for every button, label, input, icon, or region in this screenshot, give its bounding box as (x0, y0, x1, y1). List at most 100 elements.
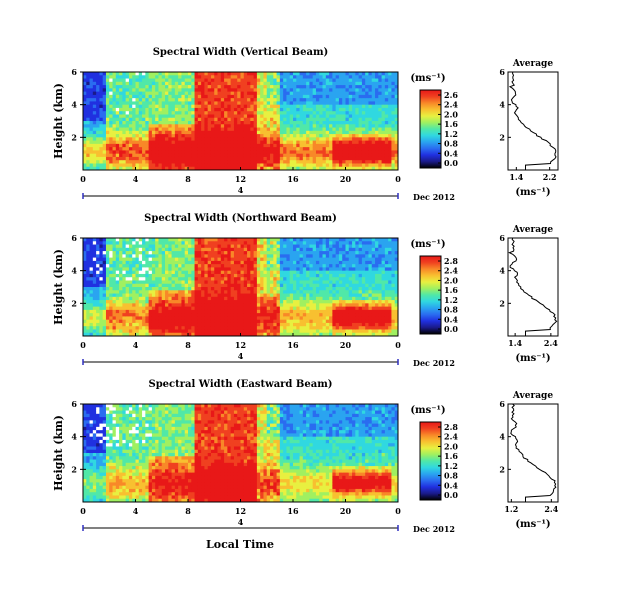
heatmap-cell (171, 150, 176, 155)
heatmap-cell (355, 153, 360, 158)
heatmap-cell (279, 127, 284, 132)
heatmap-cell (201, 91, 205, 96)
heatmap-cell (365, 127, 369, 132)
heatmap-cell (112, 88, 117, 92)
heatmap-cell (250, 316, 255, 321)
heatmap-cell (214, 81, 218, 86)
heatmap-cell (332, 150, 337, 155)
heatmap-cell (194, 326, 199, 330)
heatmap-cell (207, 134, 212, 138)
heatmap-cell (115, 280, 120, 285)
heatmap-cell (378, 85, 382, 89)
heatmap-cell (270, 273, 274, 278)
heatmap-cell (184, 91, 189, 96)
heatmap-cell (171, 306, 176, 311)
heatmap-cell (214, 153, 218, 158)
heatmap-cell (289, 273, 294, 278)
heatmap-cell (135, 104, 140, 109)
heatmap-cell (293, 98, 297, 102)
heatmap-cell (210, 160, 215, 164)
heatmap-cell (148, 260, 153, 265)
heatmap-cell (391, 130, 396, 135)
heatmap-cell (112, 303, 117, 307)
heatmap-cell (96, 238, 100, 242)
heatmap-cell (289, 306, 294, 311)
heatmap-cell (348, 150, 353, 155)
heatmap-cell (168, 72, 172, 76)
heatmap-cell (201, 254, 205, 258)
heatmap-cell (283, 316, 287, 321)
heatmap-cell (270, 270, 274, 275)
heatmap-cell (148, 111, 153, 115)
heatmap-cell (109, 329, 113, 334)
heatmap-cell (256, 296, 261, 301)
heatmap-cell (329, 85, 333, 89)
heatmap-cell (240, 329, 245, 334)
heatmap-cell (279, 238, 284, 242)
heatmap-cell (178, 267, 182, 272)
heatmap-cell (184, 306, 189, 311)
heatmap-cell (273, 329, 277, 334)
heatmap-cell (375, 153, 379, 158)
heatmap-cell (260, 98, 264, 102)
heatmap-cell (132, 293, 136, 298)
heatmap-cell (243, 134, 248, 138)
heatmap-cell (112, 98, 117, 102)
heatmap-cell (299, 75, 304, 79)
heatmap-cell (138, 143, 143, 148)
heatmap-cell (122, 163, 127, 168)
heatmap-cell (165, 85, 169, 89)
heatmap-cell (210, 81, 215, 86)
heatmap-cell (345, 143, 350, 148)
heatmap-cell (112, 124, 117, 128)
heatmap-cell (217, 309, 222, 314)
heatmap-cell (184, 160, 189, 164)
heatmap-cell (119, 326, 123, 330)
heatmap-cell (309, 143, 314, 148)
heatmap-cell (125, 166, 130, 171)
heatmap-cell (315, 140, 320, 145)
heatmap-cell (253, 270, 258, 275)
heatmap-cell (335, 85, 340, 89)
heatmap-cell (151, 283, 156, 288)
heatmap-cell (243, 277, 248, 281)
heatmap-cell (256, 101, 261, 106)
heatmap-cell (168, 117, 172, 122)
heatmap-cell (207, 280, 212, 285)
heatmap-cell (214, 143, 218, 148)
heatmap-cell (309, 107, 314, 112)
heatmap-cell (109, 290, 113, 294)
heatmap-cell (207, 238, 212, 242)
heatmap-cell (384, 143, 389, 148)
heatmap-cell (83, 85, 87, 89)
heatmap-cell (115, 130, 120, 135)
heatmap-cell (86, 241, 90, 245)
heatmap-cell (227, 91, 232, 96)
heatmap-cell (168, 277, 172, 281)
heatmap-cell (243, 241, 248, 245)
heatmap-cell (283, 98, 287, 102)
heatmap-cell (381, 75, 386, 79)
heatmap-cell (266, 94, 271, 99)
heatmap-cell (96, 290, 100, 294)
heatmap-cell (86, 264, 90, 268)
heatmap-cell (155, 257, 159, 262)
heatmap-cell (256, 329, 261, 334)
heatmap-cell (115, 98, 120, 102)
heatmap-cell (181, 107, 186, 112)
heatmap-cell (155, 329, 159, 334)
heatmap-cell (355, 104, 360, 109)
heatmap-cell (151, 332, 156, 337)
heatmap-cell (161, 287, 166, 291)
heatmap-cell (260, 130, 264, 135)
heatmap-cell (352, 143, 356, 148)
heatmap-cell (243, 247, 248, 252)
heatmap-cell (151, 78, 156, 83)
heatmap-cell (289, 140, 294, 145)
heatmap-cell (237, 111, 241, 115)
heatmap-cell (99, 244, 104, 249)
heatmap-cell (201, 98, 205, 102)
heatmap-cell (342, 114, 346, 119)
heatmap-cell (233, 107, 238, 112)
heatmap-cell (115, 332, 120, 337)
